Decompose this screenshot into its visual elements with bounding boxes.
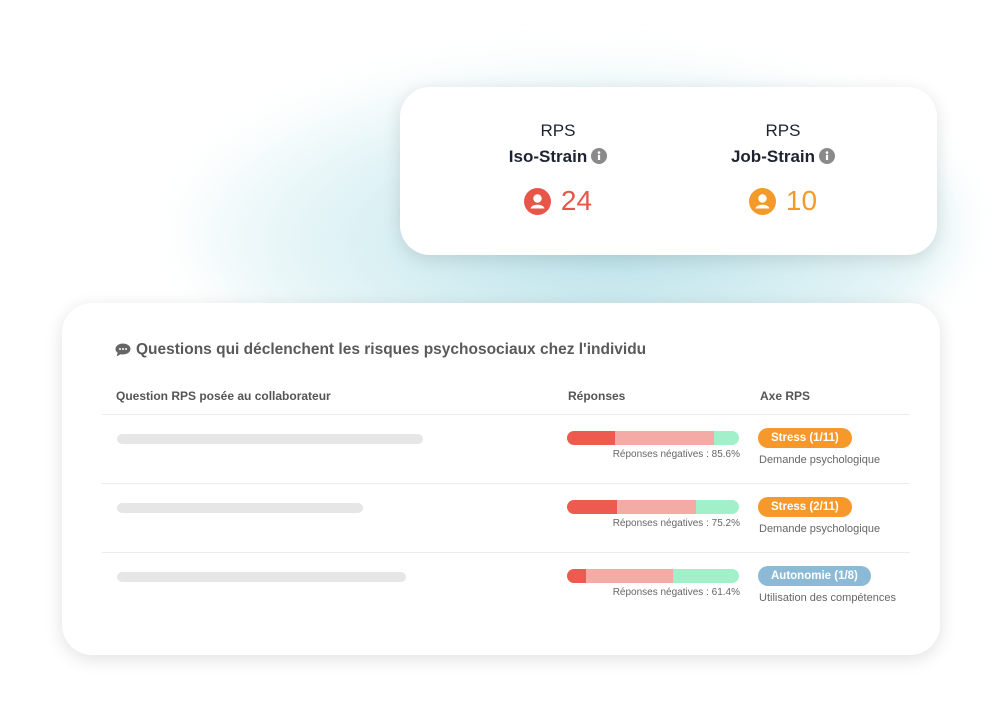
- info-icon[interactable]: [591, 148, 608, 164]
- summary-value-row: 24: [438, 185, 678, 217]
- rps-tag[interactable]: Autonomie (1/8): [758, 566, 871, 586]
- rps-tag[interactable]: Stress (2/11): [758, 497, 852, 517]
- summary-value: 24: [560, 185, 593, 216]
- rps-tag[interactable]: Stress (1/11): [758, 428, 852, 448]
- response-segment: [615, 431, 715, 445]
- rps-axis: Utilisation des compétences: [759, 592, 896, 604]
- summary-value: 10: [785, 185, 818, 216]
- response-segment: [672, 569, 739, 583]
- response-bar: [567, 500, 739, 514]
- response-segment: [616, 500, 697, 514]
- question-placeholder: [117, 503, 363, 513]
- summary-value-row: 10: [663, 185, 903, 217]
- column-header: Réponses: [568, 389, 626, 403]
- negative-responses: Réponses négatives : 85.6%: [612, 449, 740, 460]
- response-segment: [567, 500, 617, 514]
- response-segment: [714, 431, 739, 445]
- rps-axis: Demande psychologique: [759, 454, 881, 466]
- person-icon: [748, 187, 776, 215]
- person-icon: [523, 187, 551, 215]
- questions-title-text: Questions qui déclenchent les risques ps…: [136, 341, 647, 358]
- response-segment: [585, 569, 673, 583]
- negative-responses: Réponses négatives : 75.2%: [612, 518, 740, 529]
- summary-card: RPS Iso-Strain 24 RPS Job-Strain 10: [400, 87, 937, 255]
- row-separator: [102, 483, 910, 484]
- question-placeholder: [117, 572, 406, 582]
- negative-responses: Réponses négatives : 61.4%: [612, 587, 740, 598]
- summary-label: RPS: [765, 121, 801, 140]
- questions-card: Questions qui déclenchent les risques ps…: [62, 303, 940, 655]
- response-segment: [567, 569, 586, 583]
- question-placeholder: [117, 434, 423, 444]
- response-bar: [567, 569, 739, 583]
- row-separator: [102, 552, 910, 553]
- summary-title-text: Iso-Strain: [508, 147, 588, 166]
- info-icon[interactable]: [819, 148, 836, 164]
- summary-title-text: Job-Strain: [730, 147, 816, 166]
- summary-title: Job-Strain: [663, 147, 903, 167]
- questions-title: Questions qui déclenchent les risques ps…: [115, 341, 646, 359]
- comment-icon: [115, 343, 131, 357]
- summary-label: RPS: [540, 121, 576, 140]
- column-header: Question RPS posée au collaborateur: [116, 389, 331, 403]
- summary-title: Iso-Strain: [438, 147, 678, 167]
- response-bar: [567, 431, 739, 445]
- rps-axis: Demande psychologique: [759, 523, 881, 535]
- response-segment: [567, 431, 616, 445]
- column-header: Axe RPS: [760, 389, 811, 403]
- row-separator: [102, 414, 910, 415]
- response-segment: [696, 500, 739, 514]
